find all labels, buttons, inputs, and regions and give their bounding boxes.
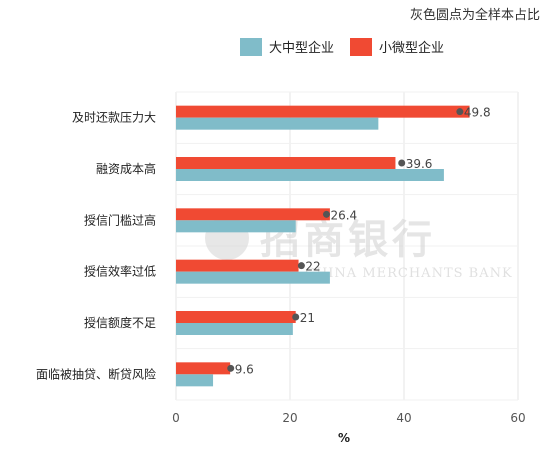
bar-large-1 bbox=[176, 169, 444, 181]
bar-small-2 bbox=[176, 208, 330, 221]
category-label: 授信效率过低 bbox=[84, 264, 156, 279]
overall-value-label: 21 bbox=[300, 311, 315, 325]
bar-small-5 bbox=[176, 362, 231, 375]
bar-large-4 bbox=[176, 323, 293, 335]
bar-large-2 bbox=[176, 220, 296, 233]
overall-dot bbox=[322, 210, 330, 218]
overall-dot bbox=[456, 108, 464, 116]
watermark-text-en: CHINA MERCHANTS BANK bbox=[305, 266, 513, 281]
category-label: 面临被抽贷、断贷风险 bbox=[36, 366, 156, 381]
overall-value-label: 9.6 bbox=[235, 362, 254, 376]
x-tick-label: 20 bbox=[282, 411, 297, 425]
x-tick-label: 0 bbox=[172, 411, 180, 425]
bar-small-3 bbox=[176, 259, 299, 272]
x-tick-label: 60 bbox=[510, 411, 525, 425]
bar-large-5 bbox=[176, 374, 214, 387]
bar-large-0 bbox=[176, 117, 379, 130]
bar-small-1 bbox=[176, 157, 396, 169]
category-label: 授信额度不足 bbox=[84, 315, 156, 330]
overall-value-label: 22 bbox=[305, 260, 320, 274]
overall-dot bbox=[297, 262, 305, 270]
x-tick-label: 40 bbox=[396, 411, 411, 425]
legend-item-large: 大中型企业 bbox=[240, 37, 334, 56]
bar-large-3 bbox=[176, 271, 330, 284]
category-label: 及时还款压力大 bbox=[72, 111, 156, 125]
overall-value-label: 49.8 bbox=[464, 106, 491, 120]
legend-label-small: 小微型企业 bbox=[379, 41, 445, 56]
overall-dot bbox=[398, 159, 406, 167]
category-label: 融资成本高 bbox=[96, 161, 156, 176]
legend: 大中型企业 小微型企业 bbox=[240, 37, 454, 56]
category-label: 授信门槛过高 bbox=[84, 212, 156, 227]
legend-item-small: 小微型企业 bbox=[350, 37, 444, 56]
chart-note: 灰色圆点为全样本占比 bbox=[409, 8, 540, 23]
legend-label-large: 大中型企业 bbox=[269, 41, 335, 56]
overall-value-label: 39.6 bbox=[406, 157, 433, 171]
bar-small-0 bbox=[176, 105, 470, 118]
overall-value-label: 26.4 bbox=[330, 208, 357, 222]
legend-swatch-large bbox=[240, 37, 262, 56]
overall-dot bbox=[227, 364, 235, 372]
overall-dot bbox=[292, 313, 300, 321]
x-axis-label: % bbox=[338, 431, 350, 445]
legend-swatch-small bbox=[350, 37, 373, 56]
bar-small-4 bbox=[176, 311, 296, 323]
